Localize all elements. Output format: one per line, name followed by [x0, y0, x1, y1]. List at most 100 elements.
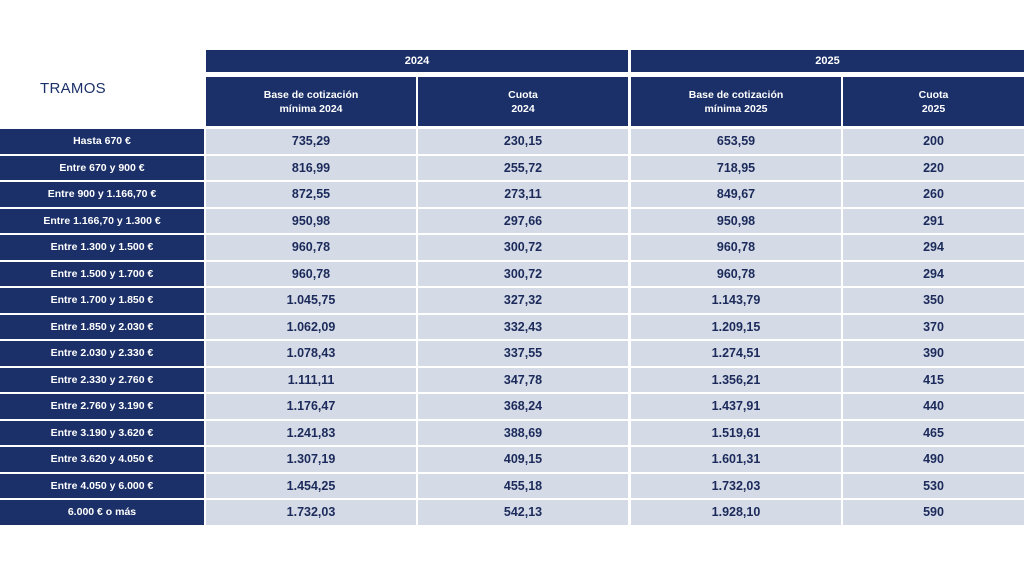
- cuota-2025-cell: 294: [843, 235, 1024, 260]
- column-header-base-2024-line2: mínima 2024: [279, 102, 343, 115]
- tramo-label: Entre 3.190 y 3.620 €: [0, 420, 204, 445]
- cuota-2025-cell: 590: [843, 500, 1024, 525]
- year-header-2024: 2024: [206, 50, 628, 72]
- column-header-cuota-2025-line2: 2025: [921, 102, 946, 115]
- base-2025-cell: 1.437,91: [631, 394, 841, 419]
- table-row: Entre 1.300 y 1.500 € 960,78 300,72 960,…: [0, 235, 1024, 260]
- tramo-label: Entre 1.700 y 1.850 €: [0, 288, 204, 313]
- cuota-2025-cell: 260: [843, 182, 1024, 207]
- table-row: Entre 1.500 y 1.700 € 960,78 300,72 960,…: [0, 261, 1024, 286]
- cuota-2025-cell: 490: [843, 447, 1024, 472]
- year-header-2025: 2025: [631, 50, 1024, 72]
- column-header-cuota-2024: Cuota 2024: [418, 77, 628, 126]
- tramo-label: Entre 1.300 y 1.500 €: [0, 235, 204, 260]
- base-2025-cell: 950,98: [631, 208, 841, 233]
- base-2025-cell: 1.274,51: [631, 341, 841, 366]
- base-2025-cell: 1.143,79: [631, 288, 841, 313]
- cuota-2024-cell: 368,24: [418, 394, 628, 419]
- base-2024-cell: 735,29: [206, 129, 416, 154]
- base-2024-cell: 872,55: [206, 182, 416, 207]
- table-row: Entre 1.166,70 y 1.300 € 950,98 297,66 9…: [0, 208, 1024, 233]
- tramo-label: Entre 1.500 y 1.700 €: [0, 261, 204, 286]
- base-2025-cell: 1.732,03: [631, 473, 841, 498]
- column-header-base-2025: Base de cotización mínima 2025: [631, 77, 841, 126]
- table-row: 6.000 € o más 1.732,03 542,13 1.928,10 5…: [0, 500, 1024, 525]
- base-2024-cell: 1.078,43: [206, 341, 416, 366]
- cuota-2025-cell: 350: [843, 288, 1024, 313]
- cuota-2025-cell: 465: [843, 420, 1024, 445]
- cuota-2024-cell: 332,43: [418, 314, 628, 339]
- tramo-label: Entre 670 y 900 €: [0, 155, 204, 180]
- cuota-2025-cell: 291: [843, 208, 1024, 233]
- tramo-label: Entre 1.850 y 2.030 €: [0, 314, 204, 339]
- table-body: Hasta 670 € 735,29 230,15 653,59 200 Ent…: [0, 129, 1024, 527]
- base-2025-cell: 960,78: [631, 235, 841, 260]
- base-2024-cell: 1.732,03: [206, 500, 416, 525]
- cuota-2025-cell: 530: [843, 473, 1024, 498]
- base-2025-cell: 653,59: [631, 129, 841, 154]
- column-header-base-2024: Base de cotización mínima 2024: [206, 77, 416, 126]
- base-2024-cell: 1.045,75: [206, 288, 416, 313]
- base-2024-cell: 960,78: [206, 235, 416, 260]
- base-2024-cell: 1.241,83: [206, 420, 416, 445]
- base-2025-cell: 1.928,10: [631, 500, 841, 525]
- table-row: Entre 900 y 1.166,70 € 872,55 273,11 849…: [0, 182, 1024, 207]
- base-2025-cell: 1.519,61: [631, 420, 841, 445]
- tramo-label: Entre 2.330 y 2.760 €: [0, 367, 204, 392]
- column-header-cuota-2025-line1: Cuota: [918, 88, 949, 101]
- base-2025-cell: 1.356,21: [631, 367, 841, 392]
- cuota-2025-cell: 294: [843, 261, 1024, 286]
- cuota-2025-cell: 220: [843, 155, 1024, 180]
- cuota-2024-cell: 347,78: [418, 367, 628, 392]
- base-2025-cell: 960,78: [631, 261, 841, 286]
- cuota-2025-cell: 415: [843, 367, 1024, 392]
- base-2025-cell: 718,95: [631, 155, 841, 180]
- column-header-cuota-2025: Cuota 2025: [843, 77, 1024, 126]
- cuota-2025-cell: 370: [843, 314, 1024, 339]
- base-2024-cell: 1.111,11: [206, 367, 416, 392]
- tramo-label: Hasta 670 €: [0, 129, 204, 154]
- table-row: Entre 2.030 y 2.330 € 1.078,43 337,55 1.…: [0, 341, 1024, 366]
- cuota-2025-cell: 390: [843, 341, 1024, 366]
- table-row: Entre 3.190 y 3.620 € 1.241,83 388,69 1.…: [0, 420, 1024, 445]
- base-2024-cell: 1.307,19: [206, 447, 416, 472]
- cuota-2024-cell: 337,55: [418, 341, 628, 366]
- base-2025-cell: 849,67: [631, 182, 841, 207]
- base-2024-cell: 960,78: [206, 261, 416, 286]
- cuota-2024-cell: 409,15: [418, 447, 628, 472]
- base-2024-cell: 1.062,09: [206, 314, 416, 339]
- cuota-2024-cell: 273,11: [418, 182, 628, 207]
- tramo-label: Entre 1.166,70 y 1.300 €: [0, 208, 204, 233]
- column-header-base-2024-line1: Base de cotización: [263, 88, 359, 101]
- base-2025-cell: 1.209,15: [631, 314, 841, 339]
- column-header-cuota-2024-line1: Cuota: [508, 88, 538, 101]
- table-row: Entre 670 y 900 € 816,99 255,72 718,95 2…: [0, 155, 1024, 180]
- cuota-2024-cell: 388,69: [418, 420, 628, 445]
- cuota-2025-cell: 440: [843, 394, 1024, 419]
- table-row: Entre 2.330 y 2.760 € 1.111,11 347,78 1.…: [0, 367, 1024, 392]
- cuota-2024-cell: 300,72: [418, 261, 628, 286]
- tramo-label: Entre 4.050 y 6.000 €: [0, 473, 204, 498]
- base-2024-cell: 1.176,47: [206, 394, 416, 419]
- base-2024-cell: 816,99: [206, 155, 416, 180]
- cuota-2024-cell: 327,32: [418, 288, 628, 313]
- tramo-label: Entre 900 y 1.166,70 €: [0, 182, 204, 207]
- cuota-2024-cell: 455,18: [418, 473, 628, 498]
- cuota-2024-cell: 230,15: [418, 129, 628, 154]
- cuota-2024-cell: 297,66: [418, 208, 628, 233]
- table-row: Entre 4.050 y 6.000 € 1.454,25 455,18 1.…: [0, 473, 1024, 498]
- table-row: Entre 3.620 y 4.050 € 1.307,19 409,15 1.…: [0, 447, 1024, 472]
- column-header-base-2025-line2: mínima 2025: [704, 102, 768, 115]
- cuota-2025-cell: 200: [843, 129, 1024, 154]
- base-2024-cell: 1.454,25: [206, 473, 416, 498]
- base-2025-cell: 1.601,31: [631, 447, 841, 472]
- table-row: Entre 1.700 y 1.850 € 1.045,75 327,32 1.…: [0, 288, 1024, 313]
- tramo-label: Entre 3.620 y 4.050 €: [0, 447, 204, 472]
- tramos-label: TRAMOS: [40, 80, 106, 97]
- table-row: Entre 2.760 y 3.190 € 1.176,47 368,24 1.…: [0, 394, 1024, 419]
- cuota-2024-cell: 255,72: [418, 155, 628, 180]
- cuota-2024-cell: 300,72: [418, 235, 628, 260]
- column-header-cuota-2024-line2: 2024: [511, 102, 535, 115]
- column-header-base-2025-line1: Base de cotización: [688, 88, 784, 101]
